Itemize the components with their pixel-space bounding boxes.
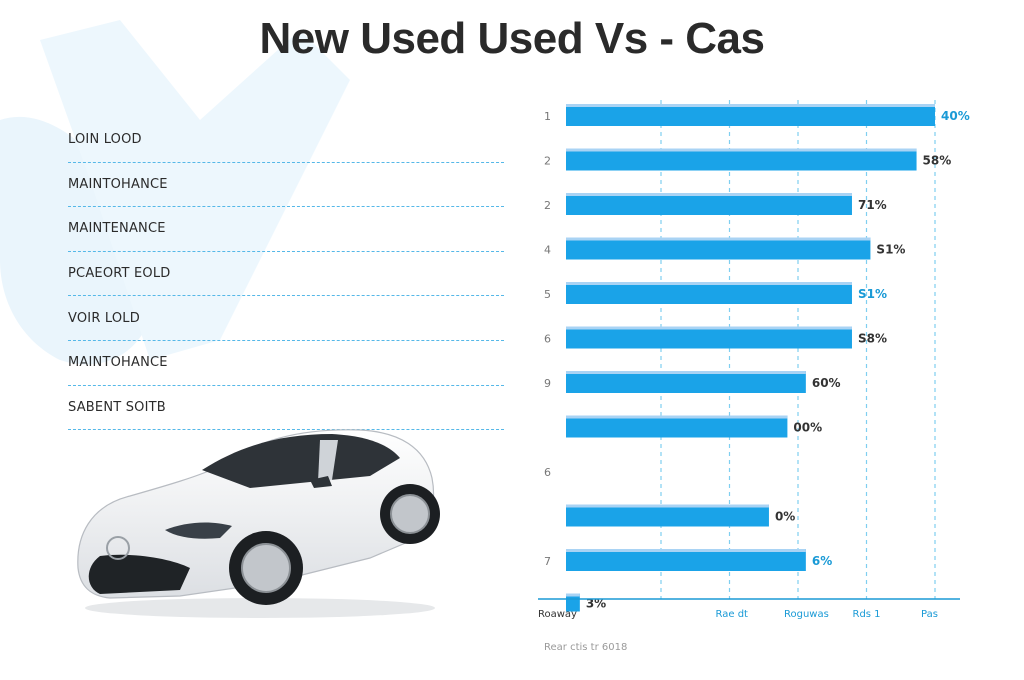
bar-highlight bbox=[566, 593, 580, 597]
category-label: 2 bbox=[544, 199, 551, 212]
category-label: 2 bbox=[544, 155, 551, 168]
bar bbox=[566, 237, 871, 260]
label-text: MAINTOHANCE bbox=[68, 355, 168, 371]
bar-highlight bbox=[566, 237, 871, 241]
label-row: VOIR LOLD bbox=[68, 296, 504, 341]
label-row: PCAEORT EOLD bbox=[68, 252, 504, 297]
label-text: VOIR LOLD bbox=[68, 310, 140, 326]
data-label: 6% bbox=[812, 554, 832, 568]
bar-highlight bbox=[566, 148, 917, 152]
bar-highlight bbox=[566, 371, 806, 374]
label-row: MAINTOHANCE bbox=[68, 341, 504, 386]
label-row: MAINTOHANCE bbox=[68, 163, 504, 208]
label-row: SABENT SOITB bbox=[68, 386, 504, 431]
x-tick-label: Rds 1 bbox=[853, 609, 881, 620]
bar-highlight bbox=[566, 415, 788, 419]
bar bbox=[566, 549, 806, 571]
chart-title: New Used Used Vs - Cas bbox=[259, 14, 765, 63]
data-label: 3% bbox=[586, 597, 606, 611]
x-tick-label: Roguwas bbox=[784, 609, 829, 620]
data-label: S8% bbox=[858, 332, 887, 346]
x-tick-label: Pas bbox=[921, 609, 938, 620]
label-text: PCAEORT EOLD bbox=[68, 266, 171, 282]
label-text: LOIN LOOD bbox=[68, 132, 142, 148]
category-label: 6 bbox=[544, 333, 551, 346]
label-list: LOIN LOOD MAINTOHANCE MAINTENANCE PCAEOR… bbox=[68, 118, 504, 431]
x-tick-label: Rae dt bbox=[716, 609, 749, 620]
label-text: SABENT SOITB bbox=[68, 399, 166, 415]
bar bbox=[566, 415, 788, 438]
bar bbox=[566, 504, 769, 527]
category-label: 4 bbox=[544, 244, 551, 257]
label-text: MAINTOHANCE bbox=[68, 176, 168, 192]
data-label: S1% bbox=[876, 243, 905, 257]
category-label: 5 bbox=[544, 288, 551, 301]
bar bbox=[566, 593, 580, 612]
x-tick-label: Roaway bbox=[538, 609, 577, 620]
data-label: 00% bbox=[793, 421, 822, 435]
category-label: 9 bbox=[544, 377, 551, 390]
bar bbox=[566, 371, 806, 393]
data-label: 58% bbox=[923, 154, 952, 168]
label-text: MAINTENANCE bbox=[68, 221, 166, 237]
data-label: 40% bbox=[941, 109, 970, 123]
bar bbox=[566, 148, 917, 171]
data-label: 0% bbox=[775, 510, 795, 524]
label-row: MAINTENANCE bbox=[68, 207, 504, 252]
category-label: 1 bbox=[544, 110, 551, 123]
category-label: 7 bbox=[544, 555, 551, 568]
bar bbox=[566, 282, 852, 304]
chart-footnote: Rear ctis tr 6018 bbox=[544, 642, 627, 653]
label-row: LOIN LOOD bbox=[68, 118, 504, 163]
bar-highlight bbox=[566, 504, 769, 508]
bar bbox=[566, 104, 935, 126]
data-label: S1% bbox=[858, 287, 887, 301]
bar bbox=[566, 326, 852, 349]
data-label: 60% bbox=[812, 376, 841, 390]
bar-highlight bbox=[566, 193, 852, 196]
car-image bbox=[77, 429, 440, 618]
bar-highlight bbox=[566, 549, 806, 552]
category-label: 6 bbox=[544, 466, 551, 479]
bar-highlight bbox=[566, 282, 852, 285]
bar-highlight bbox=[566, 104, 935, 107]
bar-highlight bbox=[566, 326, 852, 330]
data-label: 71% bbox=[858, 198, 887, 212]
bar bbox=[566, 193, 852, 215]
bar-chart: 1 40%2 58%2 71%4 S1%5 S1%6 S8%9 60%00%60%7 6%3% … bbox=[538, 100, 970, 653]
